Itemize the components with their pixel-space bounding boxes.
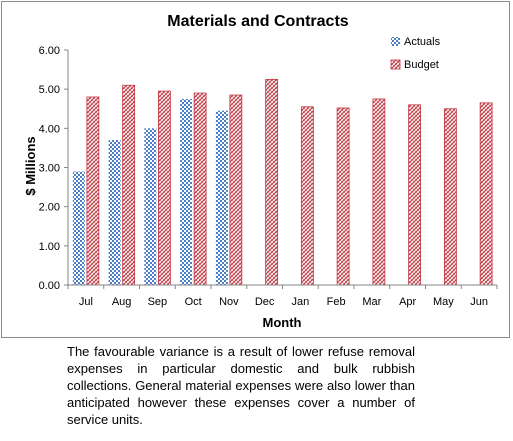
bar-actuals-sep [144,128,157,285]
bar-budget-dec [265,78,279,286]
legend-label-budget: Budget [404,59,439,71]
legend-swatch-budget [390,59,401,70]
bar-budget-jul [86,96,100,286]
x-tick-label: Sep [148,296,168,308]
x-tick-label: Jul [79,296,93,308]
x-tick-label: Mar [362,296,381,308]
legend-swatch-actuals [391,37,400,46]
bar-budget-jun [479,102,493,286]
x-axis-label: Month [263,315,302,330]
y-tick-label: 3.00 [39,163,60,175]
bar-budget-aug [122,84,136,286]
x-tick-label: Jun [470,296,488,308]
bar-budget-jan [300,106,314,286]
y-tick-label: 1.00 [39,241,60,253]
x-tick-label: Jan [292,296,310,308]
bar-budget-oct [193,92,207,286]
materials-contracts-chart: Materials and Contracts $ Millions Month… [23,13,498,330]
x-tick-label: Feb [327,296,346,308]
x-tick-label: Apr [399,296,416,308]
bar-budget-apr [408,104,422,286]
x-tick-label: Oct [185,296,202,308]
y-tick-label: 2.00 [39,202,60,214]
bar-budget-sep [157,90,171,286]
legend-label-actuals: Actuals [404,36,441,48]
bar-actuals-oct [180,98,193,285]
x-tick-label: Nov [219,296,239,308]
bar-budget-mar [372,98,386,286]
chart-title: Materials and Contracts [167,13,348,30]
bar-budget-may [443,108,457,286]
bar-actuals-nov [215,110,228,285]
x-tick-label: Aug [112,296,132,308]
bar-actuals-jul [72,171,85,285]
bar-budget-nov [229,94,243,286]
y-axis-label: $ Millions [23,136,38,195]
caption-text: The favourable variance is a result of l… [67,344,415,427]
y-tick-label: 5.00 [39,84,60,96]
x-tick-label: Dec [255,296,275,308]
y-tick-label: 0.00 [39,280,60,292]
y-tick-label: 6.00 [39,45,60,57]
x-tick-label: May [433,296,454,308]
bar-budget-feb [336,107,350,286]
legend: Actuals Budget [390,36,441,71]
y-tick-label: 4.00 [39,123,60,135]
chart-frame [1,1,510,338]
bar-actuals-aug [108,140,121,285]
